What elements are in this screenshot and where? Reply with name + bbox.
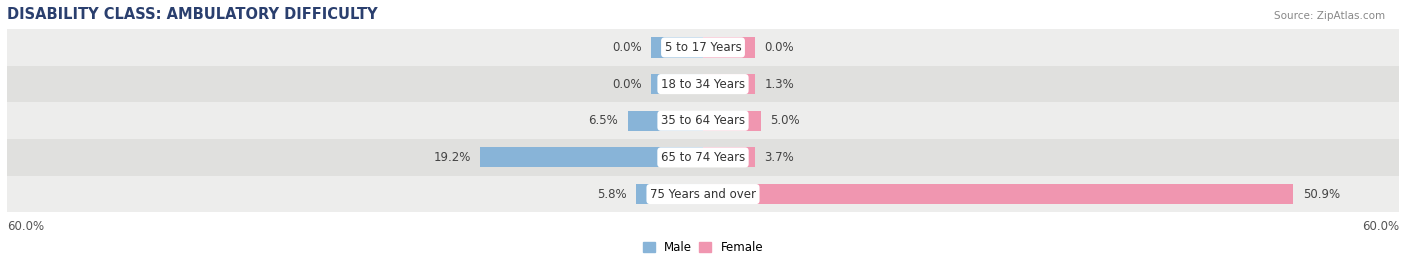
Bar [7, 29, 1399, 66]
Bar [703, 74, 755, 94]
Legend: Male, Female: Male, Female [638, 236, 768, 258]
Text: 5.8%: 5.8% [596, 188, 627, 200]
Text: 6.5%: 6.5% [589, 114, 619, 127]
Text: 3.7%: 3.7% [765, 151, 794, 164]
Text: 75 Years and over: 75 Years and over [650, 188, 756, 200]
Text: 60.0%: 60.0% [7, 221, 44, 233]
Bar [703, 37, 755, 58]
Bar [703, 147, 755, 168]
Text: DISABILITY CLASS: AMBULATORY DIFFICULTY: DISABILITY CLASS: AMBULATORY DIFFICULTY [7, 7, 378, 22]
Text: 19.2%: 19.2% [433, 151, 471, 164]
Bar [651, 37, 703, 58]
Text: 0.0%: 0.0% [765, 41, 794, 54]
Text: 65 to 74 Years: 65 to 74 Years [661, 151, 745, 164]
Bar [7, 176, 1399, 213]
Bar [636, 184, 703, 204]
Bar [703, 184, 1294, 204]
Bar [627, 111, 703, 131]
Bar [7, 139, 1399, 176]
Bar [7, 66, 1399, 102]
Bar [703, 111, 761, 131]
Bar [481, 147, 703, 168]
Text: Source: ZipAtlas.com: Source: ZipAtlas.com [1274, 11, 1385, 21]
Text: 5 to 17 Years: 5 to 17 Years [665, 41, 741, 54]
Text: 0.0%: 0.0% [612, 78, 641, 91]
Text: 0.0%: 0.0% [612, 41, 641, 54]
Text: 60.0%: 60.0% [1362, 221, 1399, 233]
Bar [7, 102, 1399, 139]
Text: 18 to 34 Years: 18 to 34 Years [661, 78, 745, 91]
Text: 35 to 64 Years: 35 to 64 Years [661, 114, 745, 127]
Text: 50.9%: 50.9% [1303, 188, 1340, 200]
Bar [651, 74, 703, 94]
Text: 1.3%: 1.3% [765, 78, 794, 91]
Text: 5.0%: 5.0% [770, 114, 800, 127]
